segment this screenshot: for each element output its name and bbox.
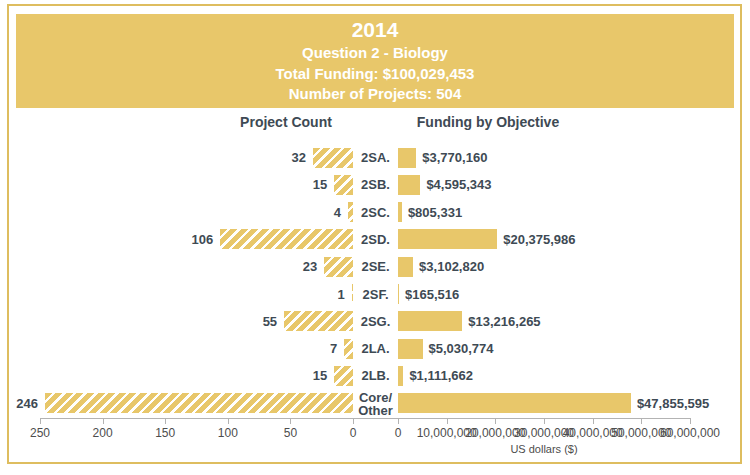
x-axis-unit-label: US dollars ($): [510, 443, 577, 455]
banner-subtitle: Question 2 - Biology: [302, 43, 448, 64]
funding-bar: [398, 339, 423, 359]
banner-year: 2014: [352, 17, 399, 43]
banner-project-count: Number of Projects: 504: [289, 84, 462, 105]
funding-value: $13,216,265: [468, 314, 540, 329]
chart-row: 4 2SC. $805,331: [0, 199, 750, 226]
objective-label: 2SG.: [353, 315, 398, 328]
funding-value: $4,595,343: [426, 177, 491, 192]
chart-row: 7 2LA. $5,030,774: [0, 335, 750, 362]
objective-label: 2SA.: [353, 151, 398, 164]
project-count-value: 246: [16, 396, 38, 411]
funding-value: $3,102,820: [419, 259, 484, 274]
project-count-value: 106: [192, 232, 214, 247]
funding-bar: [398, 366, 403, 386]
project-count-value: 1: [337, 287, 344, 302]
axis-tick-label: 200: [93, 426, 113, 440]
objective-label: 2LA.: [353, 342, 398, 355]
project-count-value: 23: [303, 259, 317, 274]
funding-value: $47,855,595: [637, 396, 709, 411]
funding-value: $5,030,774: [429, 341, 494, 356]
funding-bar: [398, 175, 420, 195]
chart-rows: 32 2SA. $3,770,160 15 2SB. $4,595,343 4 2SC. $80…: [0, 144, 750, 418]
project-count-bar: [334, 175, 353, 195]
project-count-bar: [324, 257, 353, 277]
axis-tick: [690, 418, 691, 424]
chart-row: 15 2LB. $1,111,662: [0, 362, 750, 389]
axis-tick: [353, 418, 354, 424]
funding-bar: [398, 393, 631, 413]
funding-bar: [398, 202, 402, 222]
project-count-value: 32: [291, 150, 305, 165]
objective-label: 2SE.: [353, 260, 398, 273]
objective-label: 2SD.: [353, 233, 398, 246]
chart-row: 246 Core/ Other $47,855,595: [0, 390, 750, 417]
funding-value: $165,516: [405, 287, 459, 302]
funding-bar: [398, 148, 416, 168]
project-count-bar: [284, 311, 353, 331]
right-chart-title: Funding by Objective: [417, 114, 559, 130]
title-banner: 2014 Question 2 - Biology Total Funding:…: [16, 14, 734, 108]
project-count-value: 55: [263, 314, 277, 329]
axis-tick: [103, 418, 104, 424]
chart-row: 106 2SD. $20,375,986: [0, 226, 750, 253]
axis-tick-label: 250: [30, 426, 50, 440]
objective-label: Core/ Other: [353, 391, 398, 417]
chart-row: 32 2SA. $3,770,160: [0, 144, 750, 171]
funding-value: $20,375,986: [503, 232, 575, 247]
chart-row: 55 2SG. $13,216,265: [0, 308, 750, 335]
project-count-bar: [45, 393, 353, 413]
funding-value: $3,770,160: [422, 150, 487, 165]
funding-value: $1,111,662: [409, 368, 473, 383]
objective-label: 2SF.: [353, 288, 398, 301]
project-count-value: 15: [313, 368, 327, 383]
axis-tick-label: 50: [284, 426, 297, 440]
project-count-bar: [220, 229, 353, 249]
axis-tick: [447, 418, 448, 424]
objective-label: 2SC.: [353, 206, 398, 219]
axis-tick-label: 60,000,000: [660, 426, 720, 440]
left-chart-title: Project Count: [240, 114, 332, 130]
objective-label: 2LB.: [353, 369, 398, 382]
project-count-bar: [313, 148, 353, 168]
report-page: 2014 Question 2 - Biology Total Funding:…: [0, 0, 750, 475]
funding-bar: [398, 257, 413, 277]
project-count-value: 7: [330, 341, 337, 356]
axis-tick: [165, 418, 166, 424]
funding-bar: [398, 311, 462, 331]
axis-tick-label: 100: [218, 426, 238, 440]
banner-total-funding: Total Funding: $100,029,453: [276, 64, 475, 85]
project-count-bar: [344, 339, 353, 359]
project-count-value: 4: [334, 205, 341, 220]
chart-row: 1 2SF. $165,516: [0, 281, 750, 308]
axis-tick-label: 0: [395, 426, 402, 440]
axis-tick: [228, 418, 229, 424]
axis-tick-label: 0: [350, 426, 357, 440]
axis-tick: [593, 418, 594, 424]
funding-value: $805,331: [408, 205, 462, 220]
axis-tick: [641, 418, 642, 424]
axis-tick: [544, 418, 545, 424]
project-count-value: 15: [313, 177, 327, 192]
chart-row: 23 2SE. $3,102,820: [0, 253, 750, 280]
axis-tick: [495, 418, 496, 424]
axis-tick-label: 150: [155, 426, 175, 440]
project-count-bar: [334, 366, 353, 386]
axis-tick: [398, 418, 399, 424]
axis-tick: [40, 418, 41, 424]
objective-label: 2SB.: [353, 178, 398, 191]
axis-tick: [290, 418, 291, 424]
funding-bar: [398, 229, 497, 249]
funding-bar: [398, 284, 399, 304]
chart-row: 15 2SB. $4,595,343: [0, 171, 750, 198]
